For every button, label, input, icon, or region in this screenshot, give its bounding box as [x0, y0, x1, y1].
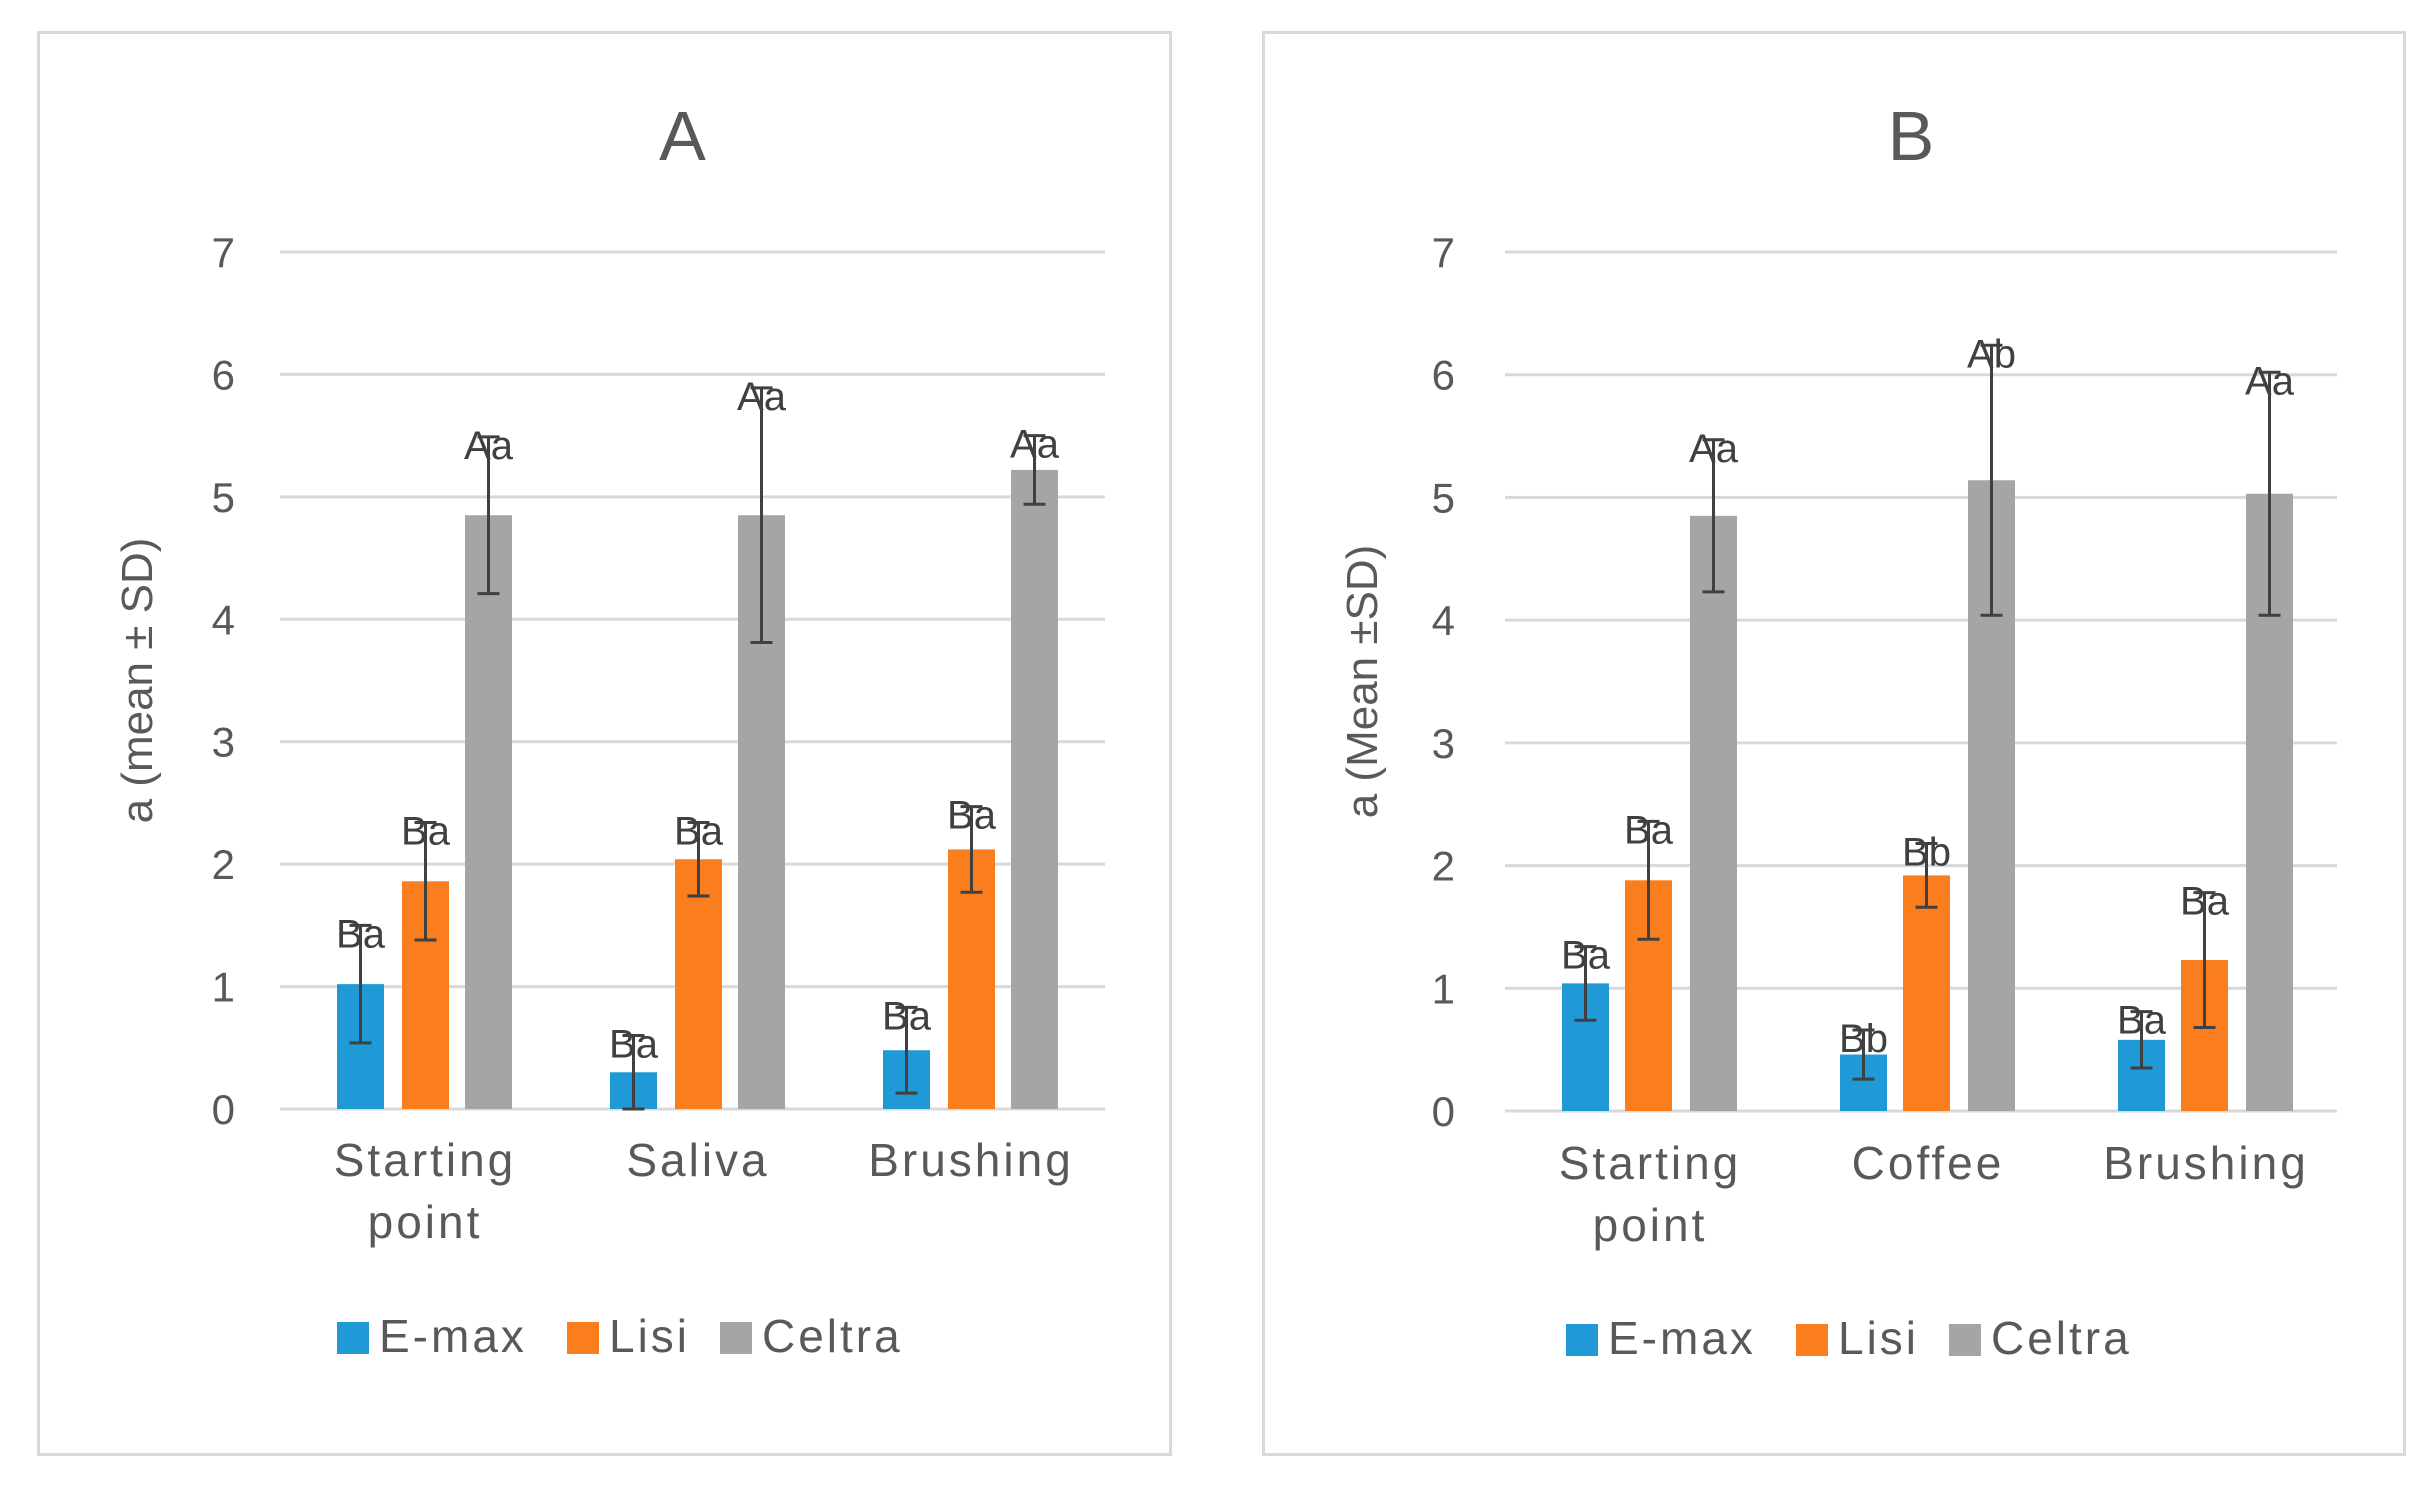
- chart-b-y-tick-label: 1: [1432, 965, 1455, 1012]
- data-label: Ba: [401, 810, 451, 854]
- chart-b-y-tick-label: 7: [1432, 229, 1455, 276]
- chart-b-y-tick-label: 3: [1432, 720, 1455, 767]
- chart-b-category-label: Starting point: [1559, 1137, 1742, 1251]
- chart-b-y-tick-label: 5: [1432, 474, 1455, 521]
- data-label: Aa: [737, 375, 787, 419]
- chart-a-y-axis-label: a (mean ± SD): [113, 538, 162, 824]
- data-label: Aa: [1010, 423, 1060, 467]
- bar-lisi-1: [1903, 875, 1950, 1111]
- chart-b-y-tick-label: 0: [1432, 1088, 1455, 1135]
- data-label: Ba: [947, 794, 997, 838]
- legend-swatch-e-max: [337, 1322, 369, 1354]
- category-label-line: Brushing: [2103, 1137, 2309, 1189]
- legend-swatch-celtra: [1949, 1324, 1981, 1356]
- category-label-line: point: [368, 1196, 483, 1248]
- data-label: Bb: [1902, 830, 1951, 874]
- data-label: Ab: [1967, 332, 2016, 376]
- legend-label-lisi: Lisi: [609, 1310, 690, 1362]
- category-label-line: Coffee: [1852, 1137, 2005, 1189]
- chart-b-y-tick-label: 6: [1432, 352, 1455, 399]
- data-label: Ba: [2117, 999, 2167, 1043]
- bar-lisi-1: [675, 859, 722, 1109]
- data-label: Ba: [1561, 934, 1611, 978]
- data-label: Aa: [2245, 359, 2295, 403]
- chart-b-svg: Ba (Mean ±SD) 0 1 2 3 4 5 6 7 Ba Ba Aa Starting point…: [1338, 97, 2337, 1364]
- legend-swatch-e-max: [1566, 1324, 1598, 1356]
- chart-a-y-tick-label: 3: [212, 719, 235, 766]
- chart-b-y-tick-label: 4: [1432, 597, 1455, 644]
- data-label: Aa: [1689, 427, 1739, 471]
- chart-a-category-label: Brushing: [868, 1134, 1074, 1186]
- legend-swatch-lisi: [1796, 1324, 1828, 1356]
- data-label: Ba: [882, 994, 932, 1038]
- chart-a-y-tick-label: 1: [212, 964, 235, 1011]
- category-label-line: Saliva: [626, 1134, 769, 1186]
- legend-label-lisi: Lisi: [1838, 1312, 1919, 1364]
- bar-celtra-0: [465, 515, 512, 1109]
- legend-label-celtra: Celtra: [762, 1310, 903, 1362]
- bar-celtra-0: [1690, 515, 1737, 1111]
- data-label: Ba: [2180, 880, 2230, 924]
- legend-label-e-max: E-max: [379, 1310, 527, 1362]
- chart-a-category-label: Starting point: [334, 1134, 517, 1248]
- legend-swatch-celtra: [720, 1322, 752, 1354]
- data-label: Ba: [336, 912, 386, 956]
- data-label: Aa: [464, 424, 514, 468]
- chart-a-y-tick-label: 0: [212, 1086, 235, 1133]
- chart-b-y-axis-label: a (Mean ±SD): [1338, 545, 1387, 819]
- chart-a-y-tick-label: 4: [212, 596, 235, 643]
- data-label: Bb: [1839, 1017, 1888, 1061]
- data-label: Ba: [609, 1023, 659, 1067]
- chart-a-svg: Aa (mean ± SD) 0 1 2 3 4 5 6 7 Ba Ba Aa Starting poin…: [113, 97, 1105, 1362]
- legend-label-e-max: E-max: [1608, 1312, 1756, 1364]
- chart-b-title: B: [1888, 97, 1935, 175]
- chart-a-category-label: Saliva: [626, 1134, 769, 1186]
- legend-swatch-lisi: [567, 1322, 599, 1354]
- category-label-line: Starting: [334, 1134, 517, 1186]
- chart-a-y-tick-label: 5: [212, 474, 235, 521]
- chart-a-y-tick-label: 7: [212, 229, 235, 276]
- chart-a-y-tick-label: 6: [212, 351, 235, 398]
- chart-a-title: A: [659, 97, 706, 175]
- chart-b-category-label: Brushing: [2103, 1137, 2309, 1189]
- data-label: Ba: [674, 810, 724, 854]
- category-label-line: Starting: [1559, 1137, 1742, 1189]
- chart-b-y-tick-label: 2: [1432, 843, 1455, 890]
- category-label-line: Brushing: [868, 1134, 1074, 1186]
- chart-a-y-tick-label: 2: [212, 841, 235, 888]
- chart-b-category-label: Coffee: [1852, 1137, 2005, 1189]
- data-label: Ba: [1624, 808, 1674, 852]
- bar-celtra-2: [1011, 469, 1058, 1109]
- legend-label-celtra: Celtra: [1991, 1312, 2132, 1364]
- category-label-line: point: [1593, 1199, 1708, 1251]
